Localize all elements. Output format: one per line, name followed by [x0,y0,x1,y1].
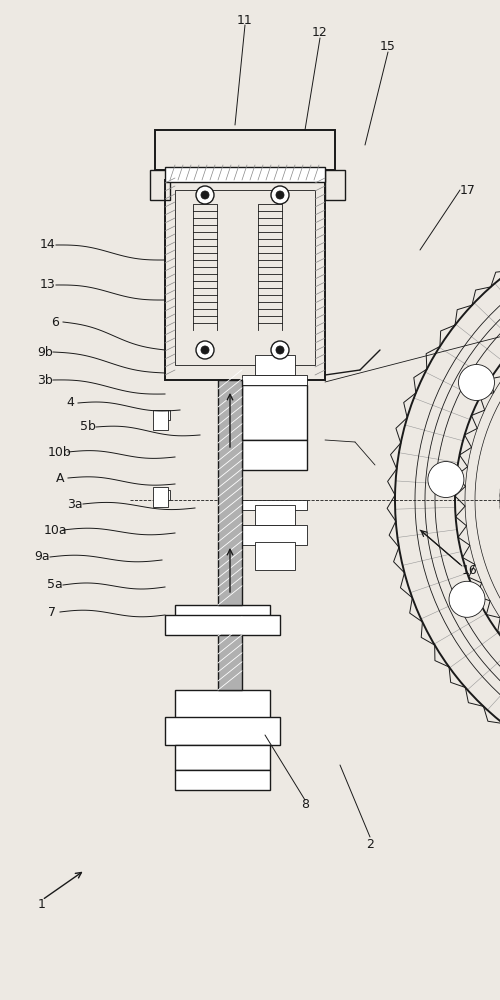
Bar [175,190,315,365]
Bar [255,355,295,375]
Text: 9a: 9a [34,550,50,564]
Circle shape [196,341,214,359]
Circle shape [276,191,284,199]
Circle shape [449,581,485,617]
Text: 16: 16 [462,564,478,576]
Bar [165,717,280,745]
Text: 15: 15 [380,40,396,53]
Bar [218,380,242,605]
Bar [150,170,170,200]
Bar [153,487,168,507]
Circle shape [196,186,214,204]
Circle shape [276,346,284,354]
Circle shape [271,186,289,204]
Bar [242,440,307,470]
Bar [242,500,307,510]
Bar [218,635,242,690]
Circle shape [201,346,209,354]
Bar [175,745,270,770]
Text: 13: 13 [40,278,56,292]
Text: 11: 11 [237,13,253,26]
Circle shape [201,191,209,199]
Text: 5a: 5a [47,578,63,591]
Bar [155,490,170,500]
Text: 10b: 10b [48,446,72,458]
Bar [165,615,280,635]
Text: 17: 17 [460,184,476,196]
Text: 8: 8 [301,798,309,812]
Bar [153,410,168,430]
Bar [175,770,270,790]
Text: A: A [56,472,64,485]
Bar [155,410,170,420]
Bar [175,605,270,620]
Text: 4: 4 [66,396,74,410]
Bar [242,525,307,545]
Text: 7: 7 [48,605,56,618]
Bar [255,505,295,525]
Bar [155,130,335,170]
Text: 3b: 3b [37,373,53,386]
Circle shape [271,341,289,359]
Bar [175,690,270,720]
Circle shape [428,462,464,498]
Bar [325,170,345,200]
Bar [242,385,307,440]
Text: 3a: 3a [67,497,83,510]
Text: 9b: 9b [37,346,53,359]
Circle shape [458,364,494,400]
Text: 2: 2 [366,838,374,852]
Text: 1: 1 [38,898,46,912]
Bar [255,542,295,570]
Text: 6: 6 [51,316,59,328]
Bar [242,375,307,385]
Text: 10a: 10a [43,524,67,536]
Bar [165,180,325,380]
Text: 5b: 5b [80,420,96,434]
Text: 12: 12 [312,26,328,39]
Bar [165,167,325,182]
Text: 14: 14 [40,238,56,251]
